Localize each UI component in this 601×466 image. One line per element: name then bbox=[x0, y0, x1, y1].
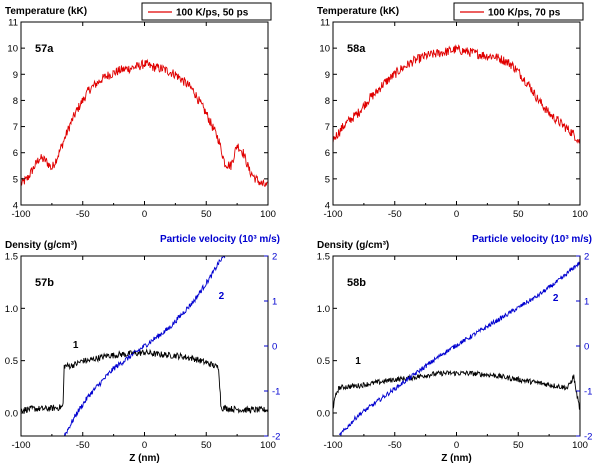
x-axis-label: Z (nm) bbox=[129, 453, 160, 464]
y2-axis-label: Particle velocity (10³ m/s) bbox=[160, 234, 280, 245]
series-label-1: 1 bbox=[73, 340, 79, 351]
panel-label: 58b bbox=[347, 277, 366, 289]
y-tick-label: 1.0 bbox=[317, 304, 330, 315]
x-tick-label: -100 bbox=[11, 209, 30, 220]
series-line-58a-0 bbox=[333, 44, 580, 145]
y-tick-label: 11 bbox=[320, 18, 330, 29]
y-tick-label: 0.5 bbox=[317, 356, 330, 367]
y-axis-label: Density (g/cm³) bbox=[317, 240, 389, 251]
y2-tick-label: 0 bbox=[272, 342, 277, 353]
panel-label: 57a bbox=[35, 43, 54, 55]
y-tick-label: 7 bbox=[325, 122, 330, 133]
y-axis-label: Temperature (kK) bbox=[5, 6, 87, 17]
y-tick-label: 0.0 bbox=[5, 408, 18, 419]
x-tick-label: 0 bbox=[454, 440, 459, 451]
x-tick-label: 50 bbox=[513, 209, 524, 220]
y-axis-label: Temperature (kK) bbox=[317, 6, 399, 17]
x-tick-label: -50 bbox=[76, 209, 90, 220]
chart-panel-57b: -100 -50 0 50 100 0.0 0.5 1.0 1.5 -2 -1 0 1 2 57b Densi… bbox=[5, 234, 281, 464]
x-tick-label: 100 bbox=[260, 209, 276, 220]
chart-panel-57a: -100 -50 0 50 100 4 5 6 7 8 9 10 11 57a Temperature (k… bbox=[5, 2, 276, 220]
chart-panel-58b: -100 -50 0 50 100 0.0 0.5 1.0 1.5 -2 -1 0 1 2 58b Densi… bbox=[317, 234, 593, 464]
y-tick-label: 10 bbox=[319, 44, 330, 55]
x-tick-label: -100 bbox=[323, 440, 342, 451]
y-tick-label: 1.5 bbox=[317, 252, 330, 263]
y2-tick-label: -1 bbox=[584, 387, 592, 398]
legend-box bbox=[453, 2, 584, 21]
x-tick-label: 100 bbox=[260, 440, 276, 451]
legend-label: 100 K/ps, 50 ps bbox=[176, 8, 249, 19]
y-tick-label: 9 bbox=[13, 70, 18, 81]
y-tick-label: 6 bbox=[325, 148, 330, 159]
y-axis-label: Density (g/cm³) bbox=[5, 240, 77, 251]
chart-panel-58a: -100 -50 0 50 100 4 5 6 7 8 9 10 11 58a Temperature (k… bbox=[317, 2, 588, 220]
y2-axis-label: Particle velocity (10³ m/s) bbox=[472, 234, 592, 245]
y-tick-label: 4 bbox=[13, 201, 18, 212]
x-tick-label: 50 bbox=[513, 440, 524, 451]
x-tick-label: -100 bbox=[11, 440, 30, 451]
y-tick-label: 11 bbox=[8, 18, 18, 29]
y2-tick-label: -2 bbox=[584, 432, 592, 443]
x-tick-label: -100 bbox=[323, 209, 342, 220]
y2-tick-label: -1 bbox=[272, 387, 280, 398]
x-tick-label: 0 bbox=[454, 209, 459, 220]
series-label-2: 2 bbox=[553, 293, 559, 304]
x-tick-label: 0 bbox=[142, 209, 147, 220]
y-tick-label: 4 bbox=[325, 201, 330, 212]
y-tick-label: 0.5 bbox=[5, 356, 18, 367]
x-tick-label: -50 bbox=[388, 209, 402, 220]
x-axis-label: Z (nm) bbox=[441, 453, 472, 464]
series-line-58b-1 bbox=[333, 370, 580, 410]
y2-tick-label: 2 bbox=[584, 252, 589, 263]
y2-tick-label: 1 bbox=[584, 297, 589, 308]
plot-frame bbox=[20, 21, 269, 206]
series-line-57b-2 bbox=[64, 256, 226, 436]
y2-tick-label: 2 bbox=[272, 252, 277, 263]
y-tick-label: 1.5 bbox=[5, 252, 18, 263]
y2-tick-label: 0 bbox=[584, 342, 589, 353]
y-tick-label: 8 bbox=[325, 96, 330, 107]
series-line-58b-2 bbox=[338, 261, 580, 436]
x-tick-label: -50 bbox=[388, 440, 402, 451]
y-tick-label: 5 bbox=[325, 174, 330, 185]
y2-tick-label: 1 bbox=[272, 297, 277, 308]
plot-frame bbox=[332, 21, 581, 206]
y-tick-label: 6 bbox=[13, 148, 18, 159]
panel-label: 57b bbox=[35, 277, 54, 289]
x-tick-label: 0 bbox=[142, 440, 147, 451]
x-tick-label: 50 bbox=[201, 440, 212, 451]
y-tick-label: 1.0 bbox=[5, 304, 18, 315]
y2-tick-label: -2 bbox=[272, 432, 280, 443]
x-tick-label: 100 bbox=[572, 209, 588, 220]
x-tick-label: -50 bbox=[76, 440, 90, 451]
x-tick-label: 50 bbox=[201, 209, 212, 220]
series-line-57b-1 bbox=[21, 348, 268, 414]
y-tick-label: 5 bbox=[13, 174, 18, 185]
y-tick-label: 10 bbox=[7, 44, 18, 55]
series-label-2: 2 bbox=[219, 291, 225, 302]
legend-box bbox=[141, 2, 272, 21]
series-line-57a-0 bbox=[21, 58, 268, 187]
legend-label: 100 K/ps, 70 ps bbox=[488, 8, 561, 19]
series-label-1: 1 bbox=[355, 356, 361, 367]
y-tick-label: 8 bbox=[13, 96, 18, 107]
y-tick-label: 9 bbox=[325, 70, 330, 81]
x-tick-label: 100 bbox=[572, 440, 588, 451]
y-tick-label: 7 bbox=[13, 122, 18, 133]
panel-label: 58a bbox=[347, 43, 366, 55]
y-tick-label: 0.0 bbox=[317, 408, 330, 419]
